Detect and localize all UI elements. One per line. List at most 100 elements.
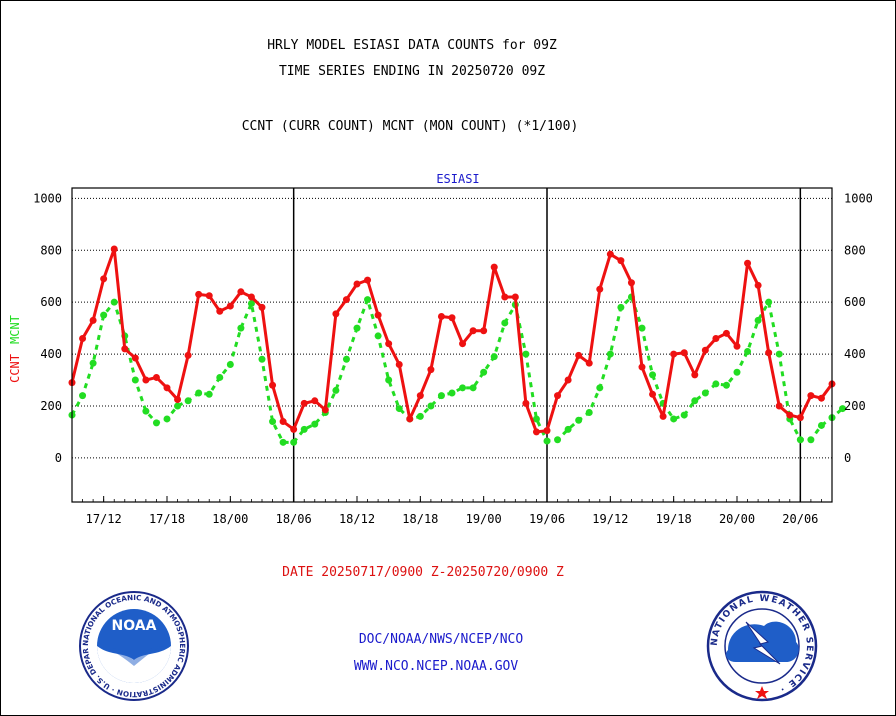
point-mcnt-55	[649, 371, 657, 379]
point-ccnt-21	[290, 425, 298, 433]
point-mcnt-31	[395, 405, 403, 413]
point-ccnt-51	[606, 250, 614, 258]
point-ccnt-4	[110, 245, 118, 253]
point-mcnt-25	[332, 386, 340, 394]
point-ccnt-61	[712, 335, 720, 343]
point-ccnt-29	[374, 311, 382, 319]
y-axis-label-mcnt: MCNT	[8, 315, 22, 344]
point-mcnt-66	[765, 298, 773, 306]
point-mcnt-20	[279, 438, 287, 446]
point-ccnt-53	[627, 279, 635, 287]
point-ccnt-62	[722, 329, 730, 337]
x-tick-label-20-00: 20/00	[719, 512, 755, 526]
nws-logo: NATIONAL WEATHER SERVICE ·	[706, 590, 818, 702]
point-ccnt-60	[701, 346, 709, 354]
point-mcnt-46	[554, 436, 562, 444]
point-ccnt-39	[480, 327, 488, 335]
y-tick-label-left-1000: 1000	[33, 191, 62, 205]
point-mcnt-40	[490, 353, 498, 361]
y-tick-label-left-200: 200	[40, 399, 62, 413]
y-tick-label-left-0: 0	[55, 451, 62, 465]
x-tick-label-19-12: 19/12	[592, 512, 628, 526]
point-mcnt-28	[364, 296, 372, 304]
point-ccnt-65	[754, 281, 762, 289]
point-ccnt-48	[575, 351, 583, 359]
point-mcnt-26	[342, 355, 350, 363]
point-ccnt-26	[342, 296, 350, 304]
point-mcnt-2	[89, 359, 97, 367]
x-tick-label-18-12: 18/12	[339, 512, 375, 526]
point-mcnt-17	[247, 299, 255, 307]
noaa-logo-text: NOAA	[112, 618, 157, 634]
point-ccnt-7	[142, 376, 150, 384]
point-ccnt-2	[89, 316, 97, 324]
point-mcnt-29	[374, 332, 382, 340]
point-mcnt-13	[205, 390, 213, 398]
axis-layer: 0 0 200 200 400 400 600 600 800 800 1000 1000 17/12 1…	[8, 172, 873, 526]
point-mcnt-21	[290, 438, 298, 446]
point-ccnt-28	[364, 276, 372, 284]
point-mcnt-60	[701, 389, 709, 397]
point-mcnt-69	[796, 436, 804, 444]
y-tick-label-right-600: 600	[844, 295, 866, 309]
point-mcnt-47	[564, 425, 572, 433]
point-ccnt-32	[406, 415, 414, 423]
point-ccnt-10	[174, 395, 182, 403]
doc-noaa-link[interactable]: DOC/NOAA/NWS/NCEP/NCO	[358, 632, 524, 647]
y-tick-label-right-1000: 1000	[844, 191, 873, 205]
x-tick-label-18-18: 18/18	[402, 512, 438, 526]
point-mcnt-30	[385, 376, 393, 384]
point-mcnt-19	[269, 418, 277, 426]
point-ccnt-9	[163, 384, 171, 392]
point-mcnt-4	[110, 298, 118, 306]
point-ccnt-37	[459, 340, 467, 348]
y-tick-label-right-400: 400	[844, 347, 866, 361]
grid-layer	[72, 188, 832, 502]
point-ccnt-1	[79, 335, 87, 343]
point-mcnt-1	[79, 392, 87, 400]
point-mcnt-3	[100, 311, 108, 319]
point-ccnt-23	[311, 397, 319, 405]
point-ccnt-36	[448, 314, 456, 322]
point-mcnt-16	[237, 324, 245, 332]
x-tick-label-18-00: 18/00	[212, 512, 248, 526]
x-tick-label-17-18: 17/18	[149, 512, 185, 526]
point-mcnt-39	[480, 368, 488, 376]
point-ccnt-59	[691, 371, 699, 379]
point-mcnt-58	[680, 411, 688, 419]
point-mcnt-33	[416, 412, 424, 420]
point-mcnt-71	[817, 421, 825, 429]
point-mcnt-12	[195, 389, 203, 397]
point-mcnt-67	[775, 350, 783, 358]
point-ccnt-56	[659, 412, 667, 420]
y-tick-label-left-600: 600	[40, 295, 62, 309]
point-ccnt-70	[807, 392, 815, 400]
point-ccnt-31	[395, 360, 403, 368]
y-axis-label-ccnt: CCNT	[8, 354, 22, 383]
x-tick-label-19-00: 19/00	[466, 512, 502, 526]
point-ccnt-44	[532, 428, 540, 436]
point-ccnt-17	[247, 293, 255, 301]
date-range-label: DATE 20250717/0900 Z-20250720/0900 Z	[282, 565, 564, 580]
nco-website-link[interactable]: WWW.NCO.NCEP.NOAA.GOV	[353, 659, 519, 674]
point-ccnt-57	[670, 350, 678, 358]
point-mcnt-34	[427, 402, 435, 410]
point-ccnt-63	[733, 342, 741, 350]
y-tick-label-right-800: 800	[844, 243, 866, 257]
point-ccnt-69	[796, 414, 804, 422]
point-ccnt-68	[786, 411, 794, 419]
point-mcnt-6	[131, 376, 139, 384]
point-mcnt-64	[744, 347, 752, 355]
series-layer	[68, 245, 847, 446]
point-mcnt-45	[543, 437, 551, 445]
point-mcnt-50	[596, 384, 604, 392]
x-tick-label-19-18: 19/18	[656, 512, 692, 526]
star-icon	[755, 686, 769, 699]
point-ccnt-71	[817, 394, 825, 402]
point-ccnt-42	[511, 293, 519, 301]
point-mcnt-65	[754, 316, 762, 324]
point-ccnt-24	[321, 406, 329, 414]
point-ccnt-14	[216, 307, 224, 315]
y-tick-label-left-800: 800	[40, 243, 62, 257]
